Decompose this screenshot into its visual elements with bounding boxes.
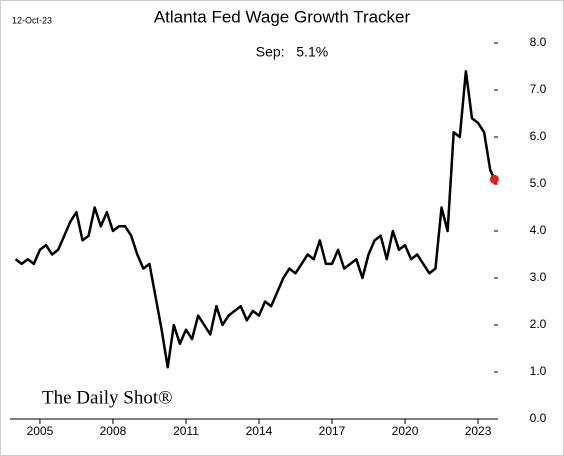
- y-tick-label: 0.0: [530, 411, 547, 425]
- x-tick-label: 2023: [465, 424, 492, 438]
- line-series: [14, 69, 496, 369]
- x-tick-label: 2017: [319, 424, 346, 438]
- annotation: Sep: 5.1%: [256, 44, 328, 60]
- chart-title: Atlanta Fed Wage Growth Tracker: [154, 7, 411, 26]
- last-point: [489, 174, 499, 184]
- y-tick-label: 6.0: [530, 129, 547, 143]
- x-tick-label: 2014: [246, 424, 273, 438]
- x-tick-label: 2020: [392, 424, 419, 438]
- y-tick-label: 5.0: [530, 176, 547, 190]
- y-tick-label: 2.0: [530, 317, 547, 331]
- y-tick-label: 3.0: [530, 270, 547, 284]
- x-tick-label: 2008: [100, 424, 127, 438]
- watermark: The Daily Shot®: [42, 387, 173, 408]
- x-tick-label: 2011: [173, 424, 199, 438]
- y-tick-label: 7.0: [530, 82, 547, 96]
- y-tick-label: 8.0: [530, 35, 547, 49]
- y-tick-label: 1.0: [530, 364, 547, 378]
- y-tick-label: 4.0: [530, 223, 547, 237]
- date-stamp: 12-Oct-23: [12, 15, 52, 25]
- x-tick-label: 2005: [27, 424, 54, 438]
